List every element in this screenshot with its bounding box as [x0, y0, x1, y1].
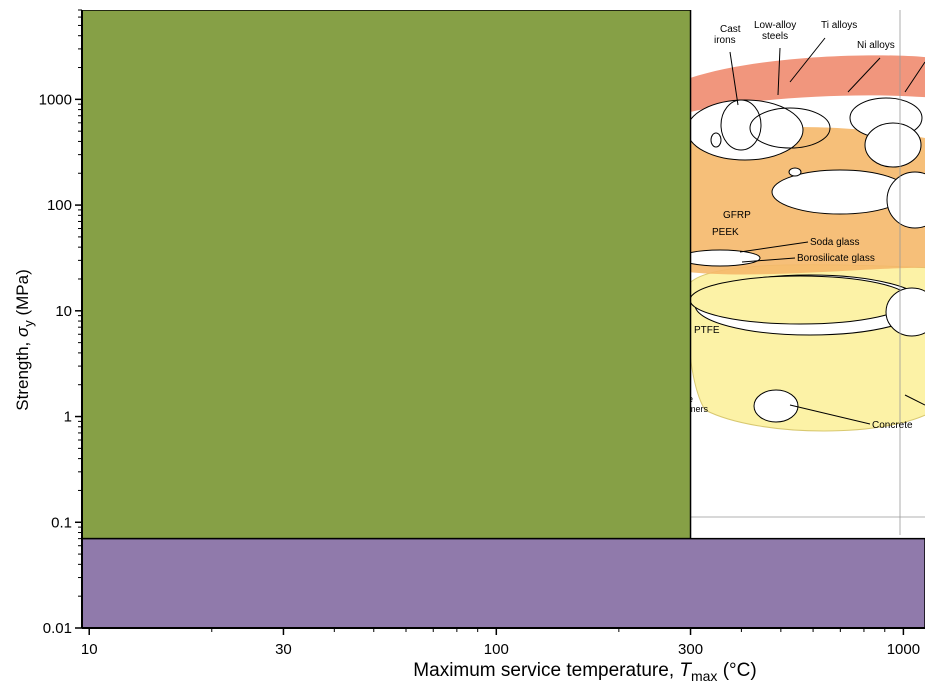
inset-leader-line: [789, 37, 826, 83]
x-ticks: 10 30 100 300 1000: [81, 628, 920, 658]
inset-label: irons: [714, 35, 736, 46]
inset-technical-ceramics-bubble: [886, 171, 925, 229]
x-tick-label: 10: [81, 641, 98, 658]
inset-leader-line: [904, 394, 925, 406]
inset-small-bubble-2: [710, 132, 722, 148]
x-tick-label: 100: [484, 641, 509, 658]
x-tick-label: 1000: [887, 641, 920, 658]
inset-concrete-bubble: [753, 389, 799, 423]
y-tick-label: 1: [64, 409, 72, 426]
inset-foams-bubble: [885, 287, 925, 337]
inset-leader-line: [904, 61, 925, 93]
inset-leader-line: [741, 257, 796, 263]
inset-leader-line: [777, 47, 781, 96]
region-layer: [82, 10, 925, 628]
inset-polymers-inner: [689, 275, 911, 325]
inset-leader-line: [729, 51, 739, 106]
inset-label: PTFE: [694, 325, 720, 336]
inset-label: PEEK: [712, 227, 739, 238]
inset-leader-line: [789, 404, 871, 425]
axes: 10 30 100 300 1000 0.01 0.1 1 10 100 1000: [39, 9, 925, 658]
ashby-inset: Cast irons Low-alloy steels Ti alloys Ni…: [688, 10, 925, 535]
inset-leader-line: [739, 241, 809, 253]
inset-label: Concrete: [872, 420, 913, 431]
inset-label: steels: [762, 31, 788, 42]
y-tick-label: 100: [47, 197, 72, 214]
y-tick-label: 0.1: [51, 514, 72, 531]
inset-label: Ni alloys: [857, 40, 895, 51]
inset-label: Soda glass: [810, 237, 859, 248]
inset-leader-line: [847, 57, 881, 93]
x-tick-label: 30: [275, 641, 292, 658]
inset-label: Cast: [720, 24, 741, 35]
y-tick-label: 1000: [39, 91, 72, 108]
inset-label: Borosilicate glass: [797, 253, 875, 264]
inset-red-band: [690, 55, 925, 112]
y-axis-title: Strength, σy (MPa): [13, 269, 36, 410]
green-region: [82, 10, 692, 540]
inset-cast-irons-bubble: [720, 99, 762, 151]
inset-label: mers: [688, 404, 708, 414]
inset-glass-bubble: [688, 249, 761, 267]
inset-label: GFRP: [723, 210, 751, 221]
y-tick-label: 0.01: [43, 620, 72, 637]
inset-steels-bubble: [749, 107, 831, 149]
x-axis-title: Maximum service temperature, Tmax (°C): [413, 660, 756, 684]
inset-label: Ti alloys: [821, 20, 857, 31]
inset-ceramics-bubble: [864, 122, 922, 168]
y-ticks: 0.01 0.1 1 10 100 1000: [39, 9, 82, 637]
inset-label: Low-alloy: [754, 20, 796, 31]
y-tick-label: 10: [55, 303, 72, 320]
x-tick-label: 300: [678, 641, 703, 658]
purple-region: [82, 537, 925, 628]
inset-small-bubble-1: [788, 167, 802, 177]
